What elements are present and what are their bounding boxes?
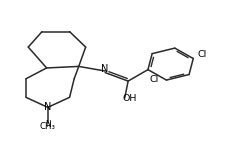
Text: Cl: Cl xyxy=(149,75,158,84)
Text: N: N xyxy=(44,102,52,112)
Text: OH: OH xyxy=(123,94,137,103)
Text: Cl: Cl xyxy=(197,50,207,59)
Text: N: N xyxy=(101,64,109,74)
Text: CH₃: CH₃ xyxy=(40,122,56,131)
Text: N: N xyxy=(45,120,51,129)
